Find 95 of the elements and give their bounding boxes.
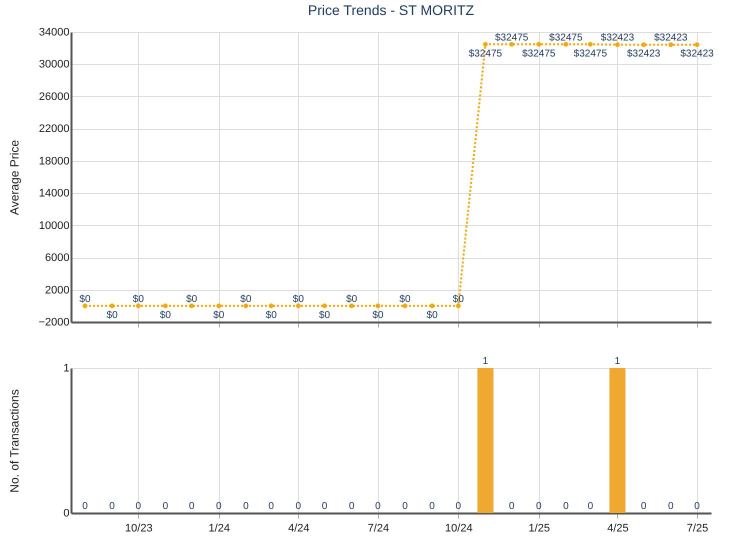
data-label: $0 <box>132 294 144 305</box>
data-label: $0 <box>240 294 252 305</box>
y-tick-label: 14000 <box>38 188 70 200</box>
x-tick-label: 7/25 <box>686 522 708 534</box>
point <box>216 304 222 308</box>
x-tick-label: 7/24 <box>368 522 390 534</box>
data-label: $0 <box>399 294 411 305</box>
y-tick-label: 30000 <box>38 58 70 71</box>
data-label: 0 <box>508 501 515 512</box>
data-label: $0 <box>346 294 358 305</box>
data-label: 0 <box>109 501 116 512</box>
data-label: $0 <box>426 310 438 321</box>
y-tick-label: 10000 <box>38 220 70 232</box>
point <box>189 304 194 308</box>
point <box>402 304 408 308</box>
data-label: 0 <box>82 501 88 512</box>
y-tick-label: 6000 <box>45 252 70 264</box>
point <box>110 304 114 308</box>
point <box>615 42 620 48</box>
point <box>82 304 88 308</box>
y-axis-title: No. of Transactions <box>8 389 22 493</box>
point <box>668 42 674 48</box>
point <box>376 304 380 308</box>
data-label: 0 <box>216 501 222 512</box>
point <box>483 42 488 47</box>
data-label: 0 <box>162 501 169 512</box>
data-label: 0 <box>268 501 274 512</box>
data-label: $0 <box>79 294 91 305</box>
data-label: 0 <box>429 501 436 512</box>
x-tick-label: 4/24 <box>288 522 310 534</box>
y-tick-label: 0 <box>63 508 70 520</box>
y-tick-label: 2000 <box>45 284 70 296</box>
data-label: $32475 <box>494 32 529 44</box>
data-label: 1 <box>482 356 489 367</box>
x-tick-label: 4/25 <box>607 522 629 534</box>
y-axis-title: Average Price <box>8 140 22 216</box>
point <box>163 304 168 308</box>
x-tick-label: 10/23 <box>125 522 153 534</box>
data-label: 0 <box>296 501 302 512</box>
data-label: 0 <box>640 501 647 512</box>
point <box>509 42 514 47</box>
data-label: $0 <box>160 310 172 321</box>
point <box>430 304 434 308</box>
data-label: $0 <box>106 310 118 321</box>
point <box>136 304 141 308</box>
point <box>349 304 354 308</box>
data-label: 0 <box>322 501 328 512</box>
data-label: 1 <box>614 356 621 367</box>
data-label: $0 <box>372 310 384 321</box>
x-tick-label: 1/24 <box>208 522 230 534</box>
point <box>536 42 542 47</box>
data-label: $32475 <box>468 48 503 60</box>
data-label: 0 <box>402 501 408 512</box>
y-tick-label: 18000 <box>38 155 70 168</box>
point <box>268 304 274 308</box>
point <box>588 42 593 47</box>
data-label: $32475 <box>522 48 556 60</box>
data-label: 0 <box>563 501 570 512</box>
data-label: $32475 <box>549 32 583 44</box>
y-tick-label: 22000 <box>38 123 70 136</box>
data-label: $32475 <box>574 48 608 60</box>
y-tick-label: 26000 <box>38 90 70 103</box>
point <box>244 304 248 308</box>
data-label: $32423 <box>654 32 688 44</box>
point <box>296 304 301 308</box>
data-label: 0 <box>136 501 142 512</box>
data-label: 0 <box>456 501 462 512</box>
data-label: 0 <box>588 501 594 512</box>
data-label: 0 <box>375 501 382 512</box>
chart-title: Price Trends - ST MORITZ <box>308 2 475 18</box>
data-label: $0 <box>186 294 198 305</box>
data-label: 0 <box>188 501 195 512</box>
y-tick-label: 34000 <box>38 26 70 38</box>
data-label: 0 <box>668 501 674 512</box>
y-tick-label: 1 <box>63 362 70 374</box>
data-label: 0 <box>348 501 355 512</box>
data-label: $0 <box>318 310 331 321</box>
data-label: $32423 <box>600 32 635 44</box>
data-label: $0 <box>213 310 225 321</box>
data-label: 0 <box>243 501 250 512</box>
point <box>456 304 461 308</box>
data-label: 0 <box>536 501 542 512</box>
x-tick-label: 1/25 <box>528 522 550 534</box>
data-label: $32423 <box>626 48 661 60</box>
point <box>564 42 568 47</box>
data-label: 0 <box>694 501 700 512</box>
point <box>322 304 327 308</box>
data-label: $0 <box>266 310 278 321</box>
data-label: $0 <box>452 294 464 305</box>
point <box>694 42 700 48</box>
x-tick-label: 10/24 <box>445 522 473 534</box>
y-tick-label: −2000 <box>38 316 70 328</box>
data-label: $32423 <box>680 48 714 60</box>
point <box>641 42 646 48</box>
data-label: $0 <box>292 294 304 305</box>
